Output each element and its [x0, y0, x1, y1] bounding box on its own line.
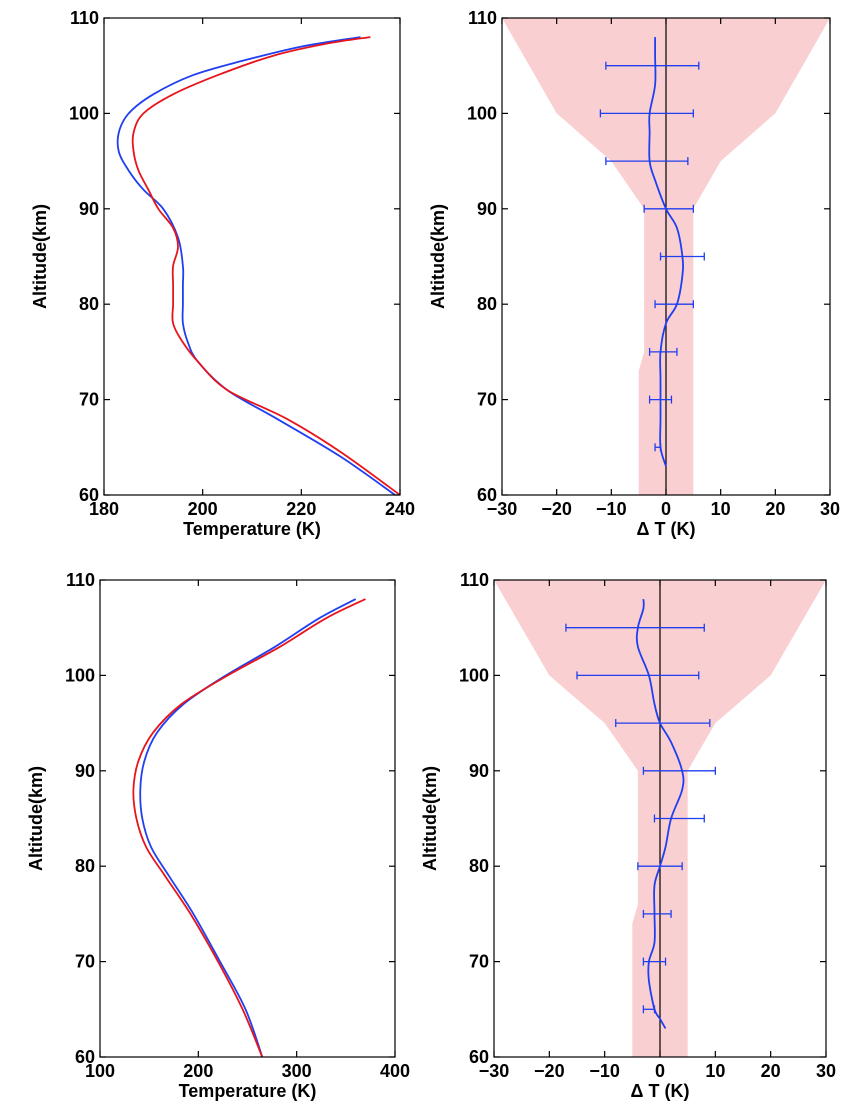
panel-top-right: −30 −20 −10 0 10 20 30 60 70 80 90 100 110 Δ T (K) Alt… [428, 8, 840, 539]
panel-bottom-left: 100 200 300 400 60 70 80 90 100 110 Temperature (K… [26, 570, 410, 1101]
series-line-red [132, 598, 366, 1057]
y-tick-label: 110 [70, 8, 99, 28]
x-tick-label: −20 [541, 499, 572, 519]
x-tick-label: 10 [711, 499, 731, 519]
x-tick-label: 100 [85, 1061, 115, 1081]
y-tick-label: 110 [66, 570, 95, 590]
error-bar [653, 814, 705, 823]
error-bar [615, 719, 711, 728]
error-bar [576, 671, 700, 680]
series-line-red [131, 36, 400, 495]
x-tick-label: 180 [89, 499, 119, 519]
y-tick-label: 110 [460, 570, 489, 590]
x-tick-label: −20 [534, 1061, 565, 1081]
y-tick-label: 80 [469, 856, 489, 876]
y-axis-label: Altitude(km) [26, 766, 46, 871]
x-axis-label: Temperature (K) [183, 519, 321, 539]
x-tick-label: 200 [183, 1061, 213, 1081]
y-axis-label: Altitude(km) [428, 204, 448, 309]
y-tick-label: 60 [469, 1047, 489, 1067]
y-tick-label: 80 [477, 294, 497, 314]
series-line-blue [139, 598, 357, 1057]
y-tick-label: 60 [75, 1047, 95, 1067]
y-tick-label: 80 [79, 294, 99, 314]
x-axis-label: Δ T (K) [637, 519, 696, 539]
x-tick-label: 30 [820, 499, 840, 519]
x-tick-label: −30 [487, 499, 518, 519]
y-tick-label: 90 [477, 199, 497, 219]
series-line-blue [635, 599, 685, 1029]
x-tick-label: 240 [385, 499, 415, 519]
x-tick-label: 0 [655, 1061, 665, 1081]
error-bar [643, 204, 694, 213]
y-axis-label: Altitude(km) [30, 204, 50, 309]
y-tick-label: 90 [79, 199, 99, 219]
x-tick-label: −30 [479, 1061, 510, 1081]
axes-frame [103, 17, 401, 496]
error-bar [605, 157, 689, 166]
plot-area [116, 36, 400, 495]
x-tick-label: 200 [188, 499, 218, 519]
axes-frame [99, 579, 396, 1058]
y-tick-label: 70 [75, 952, 95, 972]
error-bar [642, 957, 667, 966]
x-tick-label: 0 [661, 499, 671, 519]
panel-bottom-right: −30 −20 −10 0 10 20 30 60 70 80 90 100 110 Δ T (K) Alt… [420, 570, 836, 1101]
x-tick-label: −10 [589, 1061, 620, 1081]
error-bar [642, 766, 716, 775]
y-tick-label: 100 [69, 103, 99, 123]
y-tick-label: 100 [467, 103, 497, 123]
plot-area [502, 18, 830, 495]
series-line-blue [648, 37, 684, 467]
series-line-blue [116, 36, 396, 495]
x-tick-label: 220 [286, 499, 316, 519]
error-bar [605, 61, 700, 70]
x-axis-label: Δ T (K) [631, 1081, 690, 1101]
panel-top-left: 180 200 220 240 60 70 80 90 100 110 Temperature (K… [30, 8, 415, 539]
x-tick-label: 20 [765, 499, 785, 519]
y-tick-label: 90 [75, 761, 95, 781]
y-tick-label: 90 [469, 761, 489, 781]
error-bar [648, 347, 678, 356]
error-bar [599, 109, 694, 118]
error-bar [642, 909, 672, 918]
y-tick-label: 70 [477, 390, 497, 410]
x-tick-label: 10 [705, 1061, 725, 1081]
plot-area [132, 598, 366, 1057]
y-tick-label: 80 [75, 856, 95, 876]
error-bar [654, 300, 694, 309]
y-tick-label: 70 [469, 952, 489, 972]
y-tick-label: 60 [79, 485, 99, 505]
x-tick-label: 20 [761, 1061, 781, 1081]
x-tick-label: 400 [380, 1061, 410, 1081]
y-tick-label: 100 [459, 665, 489, 685]
y-tick-label: 100 [65, 665, 95, 685]
x-axis-label: Temperature (K) [179, 1081, 317, 1101]
y-axis-label: Altitude(km) [420, 766, 440, 871]
error-bar [565, 623, 705, 632]
y-tick-label: 110 [468, 8, 497, 28]
x-tick-label: −10 [596, 499, 627, 519]
y-tick-label: 70 [79, 390, 99, 410]
plot-area [494, 580, 826, 1057]
x-tick-label: 300 [282, 1061, 312, 1081]
y-tick-label: 60 [477, 485, 497, 505]
x-tick-label: 30 [816, 1061, 836, 1081]
